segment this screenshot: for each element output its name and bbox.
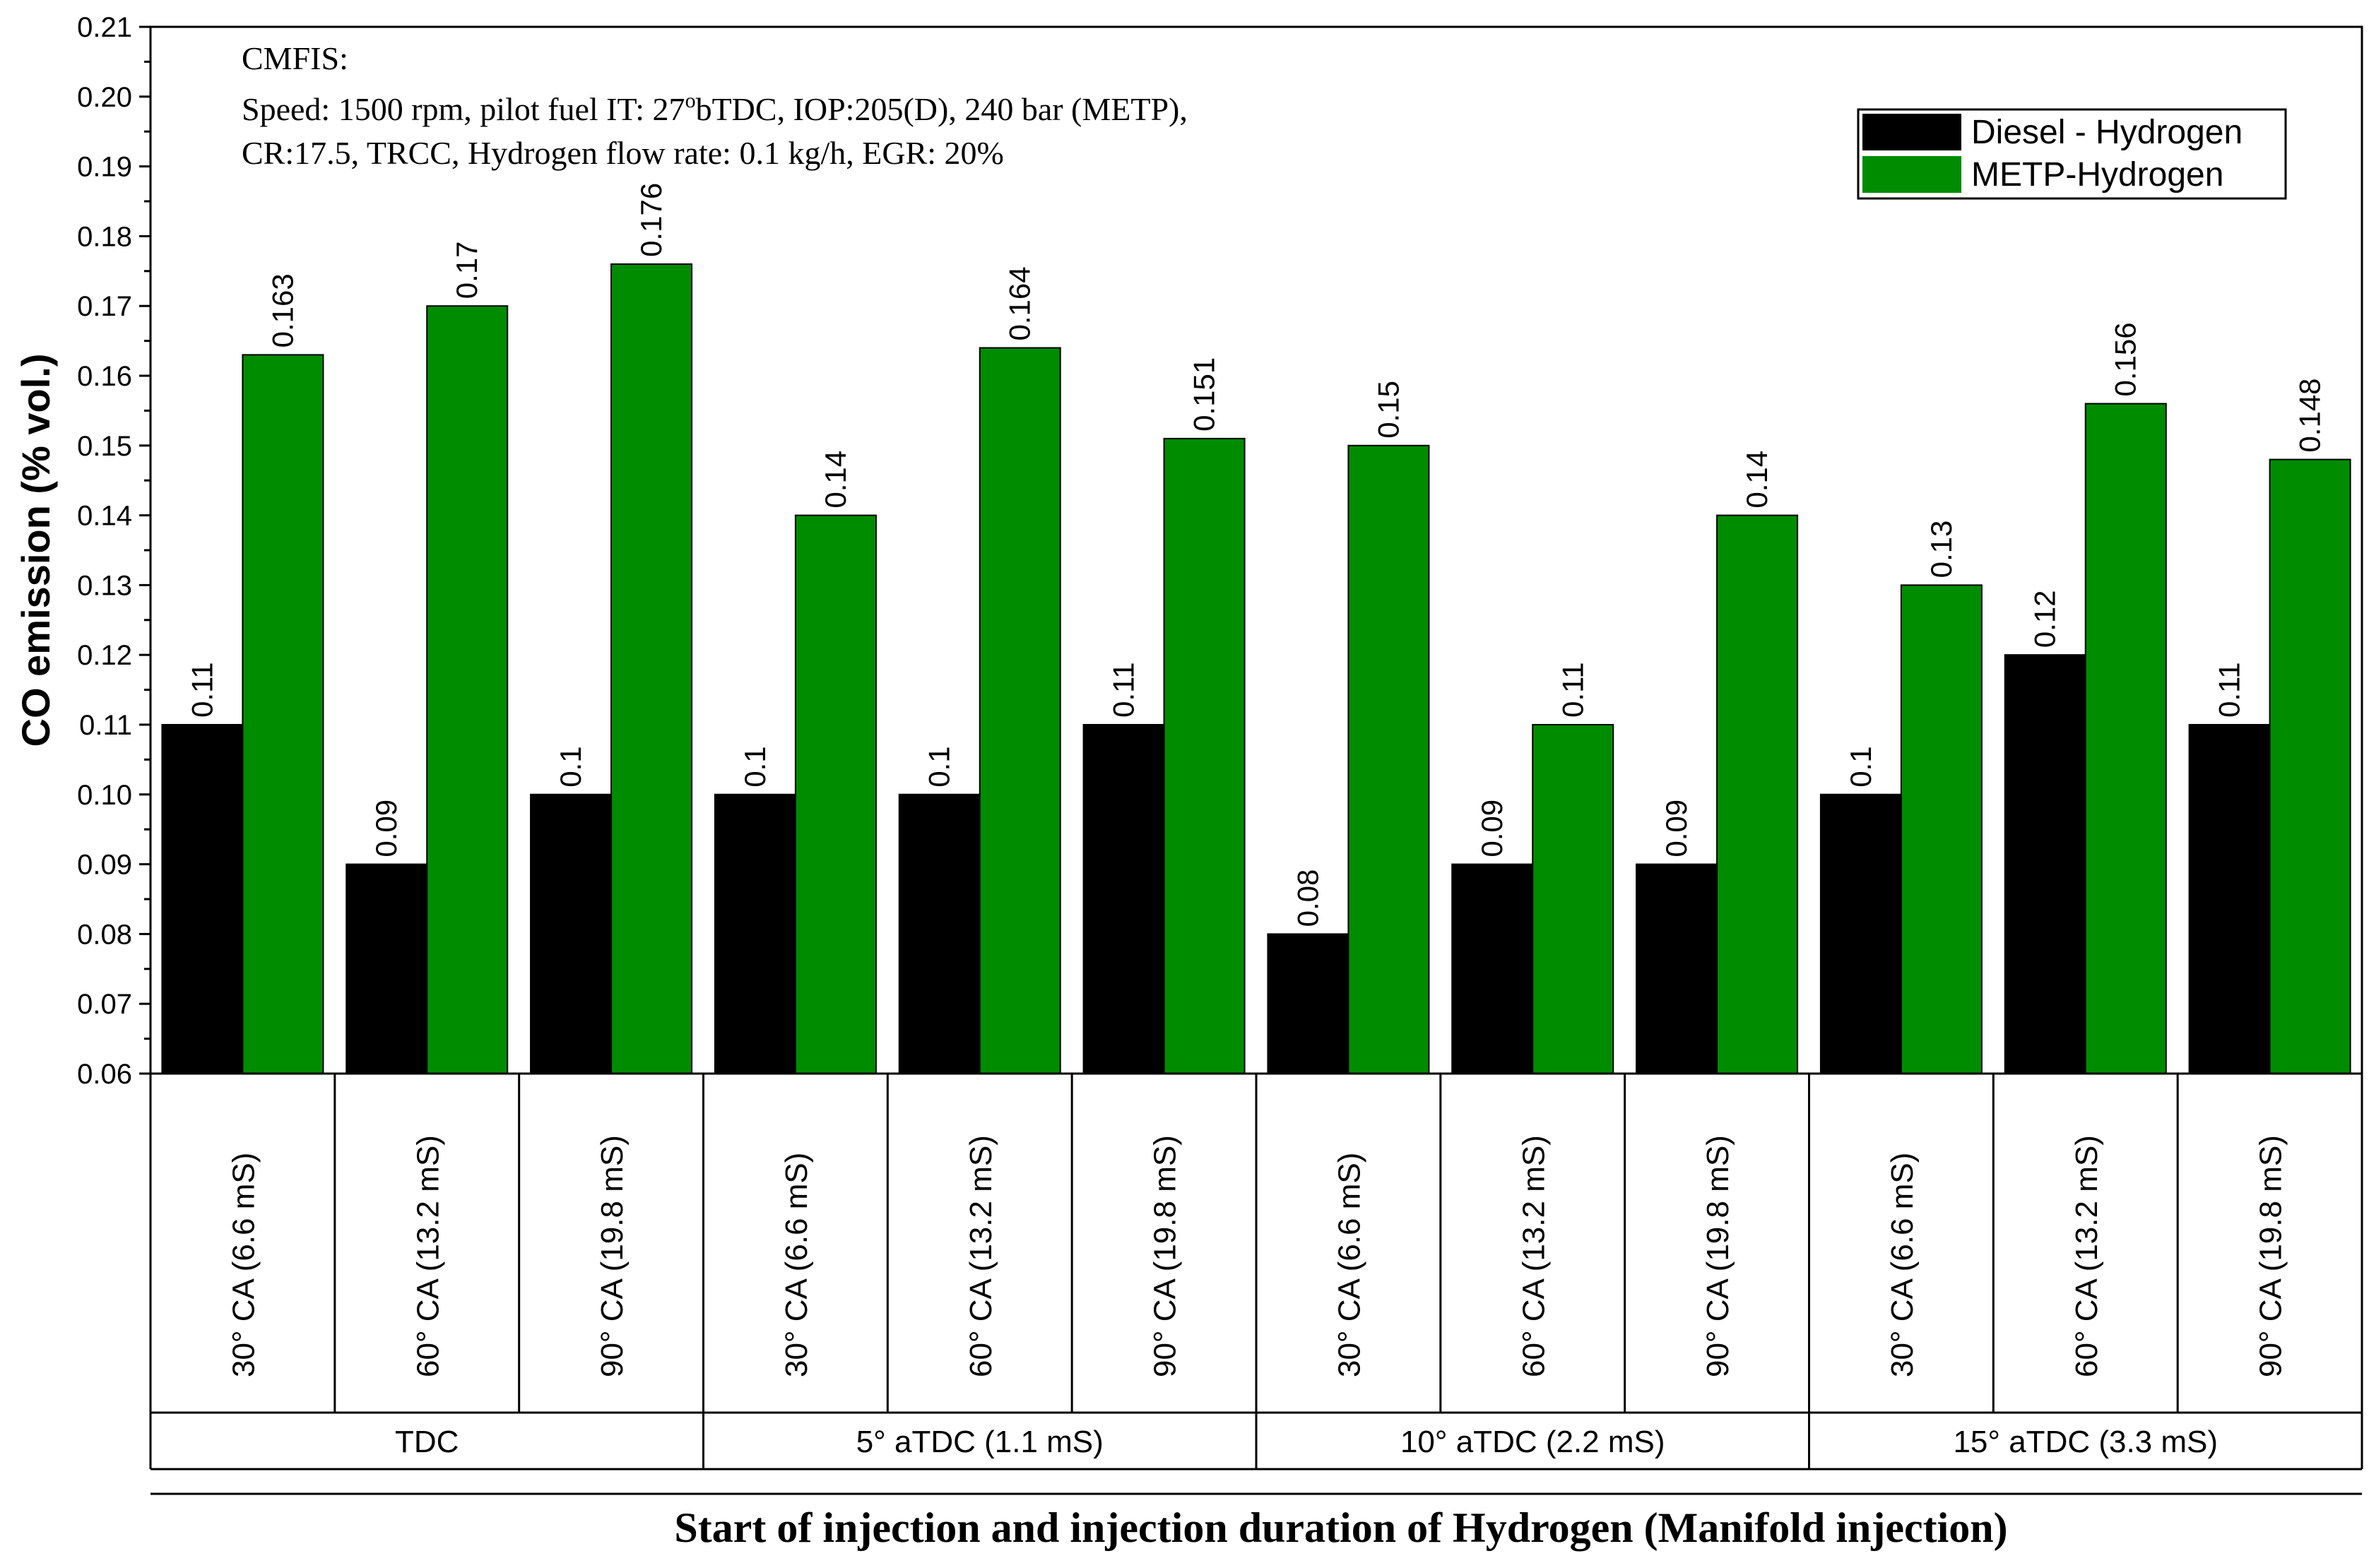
group-label: 15° aTDC (3.3 mS) bbox=[1953, 1425, 2218, 1459]
bar-diesel-1 bbox=[345, 863, 428, 1074]
y-tick-label: 0.13 bbox=[77, 570, 132, 601]
y-tick-label: 0.21 bbox=[77, 12, 132, 43]
y-tick-label: 0.11 bbox=[79, 710, 132, 741]
bar-diesel-11 bbox=[2188, 724, 2271, 1074]
bar-metp-9 bbox=[1900, 584, 1983, 1074]
category-label: 60° CA (13.2 mS) bbox=[1516, 1135, 1551, 1377]
data-label: 0.09 bbox=[1475, 800, 1508, 857]
bar-metp-2 bbox=[610, 263, 693, 1074]
legend-swatch-metp bbox=[1862, 156, 1961, 193]
bar-metp-11 bbox=[2269, 458, 2351, 1074]
bar-metp-7 bbox=[1532, 724, 1614, 1074]
y-tick-label: 0.08 bbox=[77, 919, 132, 950]
y-tick-label: 0.17 bbox=[77, 291, 132, 322]
group-label: 5° aTDC (1.1 mS) bbox=[856, 1425, 1104, 1459]
bar-metp-8 bbox=[1716, 514, 1799, 1074]
bar-diesel-6 bbox=[1267, 933, 1349, 1075]
data-label: 0.1 bbox=[738, 746, 772, 787]
category-label: 30° CA (6.6 mS) bbox=[1332, 1153, 1366, 1377]
data-label: 0.15 bbox=[1371, 381, 1405, 439]
x-axis-title: Start of injection and injection duratio… bbox=[674, 1504, 2007, 1551]
y-tick-label: 0.19 bbox=[77, 152, 132, 183]
bar-diesel-7 bbox=[1451, 863, 1534, 1074]
y-tick-label: 0.10 bbox=[77, 780, 132, 811]
category-label: 90° CA (19.8 mS) bbox=[1701, 1135, 1735, 1377]
bar-diesel-9 bbox=[1819, 793, 1902, 1075]
y-tick-label: 0.07 bbox=[77, 989, 132, 1020]
y-tick-label: 0.18 bbox=[77, 221, 132, 252]
bar-metp-0 bbox=[242, 354, 324, 1074]
category-label: 90° CA (19.8 mS) bbox=[1148, 1135, 1183, 1377]
annotation-line-2: Speed: 1500 rpm, pilot fuel IT: 27obTDC,… bbox=[242, 89, 1188, 127]
y-tick-label: 0.14 bbox=[77, 501, 132, 532]
y-tick-label: 0.12 bbox=[77, 640, 132, 671]
data-label: 0.11 bbox=[2213, 662, 2246, 718]
category-label: 30° CA (6.6 mS) bbox=[1885, 1153, 1920, 1377]
data-label: 0.163 bbox=[266, 273, 299, 348]
category-label: 30° CA (6.6 mS) bbox=[226, 1153, 261, 1377]
bar-metp-6 bbox=[1347, 444, 1430, 1074]
category-label: 60° CA (13.2 mS) bbox=[2069, 1135, 2104, 1377]
legend-swatch-diesel bbox=[1862, 114, 1961, 150]
bar-diesel-10 bbox=[2004, 654, 2086, 1074]
y-tick-label: 0.15 bbox=[77, 431, 132, 462]
annotation-line-3: CR:17.5, TRCC, Hydrogen flow rate: 0.1 k… bbox=[242, 135, 1004, 171]
data-label: 0.164 bbox=[1003, 266, 1036, 340]
y-tick-label: 0.06 bbox=[77, 1059, 132, 1090]
y-tick-label: 0.16 bbox=[77, 361, 132, 392]
data-label: 0.1 bbox=[554, 746, 587, 787]
data-label: 0.08 bbox=[1291, 869, 1324, 927]
data-label: 0.14 bbox=[819, 451, 852, 509]
bar-metp-10 bbox=[2084, 403, 2167, 1074]
bar-diesel-5 bbox=[1082, 724, 1165, 1074]
data-label: 0.09 bbox=[1660, 800, 1693, 857]
y-tick-label: 0.20 bbox=[77, 82, 132, 113]
bar-metp-4 bbox=[979, 347, 1061, 1075]
category-label: 90° CA (19.8 mS) bbox=[595, 1135, 630, 1377]
data-label: 0.11 bbox=[185, 662, 218, 718]
data-label: 0.14 bbox=[1740, 451, 1773, 509]
data-label: 0.176 bbox=[634, 183, 668, 257]
data-label: 0.148 bbox=[2293, 378, 2327, 452]
bar-diesel-8 bbox=[1636, 863, 1718, 1074]
data-label: 0.17 bbox=[450, 241, 483, 299]
bar-metp-1 bbox=[426, 305, 509, 1075]
data-label: 0.151 bbox=[1188, 357, 1221, 432]
data-label: 0.1 bbox=[1844, 746, 1877, 787]
bar-metp-5 bbox=[1163, 437, 1246, 1074]
data-label: 0.11 bbox=[1556, 662, 1589, 718]
data-label: 0.09 bbox=[370, 800, 403, 857]
category-label: 90° CA (19.8 mS) bbox=[2254, 1135, 2288, 1377]
bar-metp-3 bbox=[794, 514, 877, 1074]
bar-diesel-4 bbox=[898, 793, 981, 1075]
legend-label: Diesel - Hydrogen bbox=[1971, 114, 2243, 151]
data-label: 0.156 bbox=[2109, 322, 2142, 396]
category-label: 60° CA (13.2 mS) bbox=[964, 1135, 998, 1377]
annotation-line-1: CMFIS: bbox=[242, 40, 348, 76]
bar-diesel-0 bbox=[161, 724, 244, 1074]
legend-label: METP-Hydrogen bbox=[1971, 156, 2223, 194]
category-label: 60° CA (13.2 mS) bbox=[410, 1135, 445, 1377]
y-tick-label: 0.09 bbox=[77, 850, 132, 881]
data-label: 0.1 bbox=[923, 746, 956, 787]
bar-diesel-3 bbox=[714, 793, 796, 1075]
data-label: 0.13 bbox=[1925, 521, 1958, 578]
bar-diesel-2 bbox=[530, 793, 613, 1075]
data-label: 0.12 bbox=[2028, 590, 2062, 648]
y-axis-title: CO emission (% vol.) bbox=[13, 354, 58, 747]
group-label: 10° aTDC (2.2 mS) bbox=[1400, 1425, 1665, 1459]
category-label: 30° CA (6.6 mS) bbox=[779, 1153, 814, 1377]
group-label: TDC bbox=[395, 1425, 459, 1459]
data-label: 0.11 bbox=[1107, 662, 1140, 718]
